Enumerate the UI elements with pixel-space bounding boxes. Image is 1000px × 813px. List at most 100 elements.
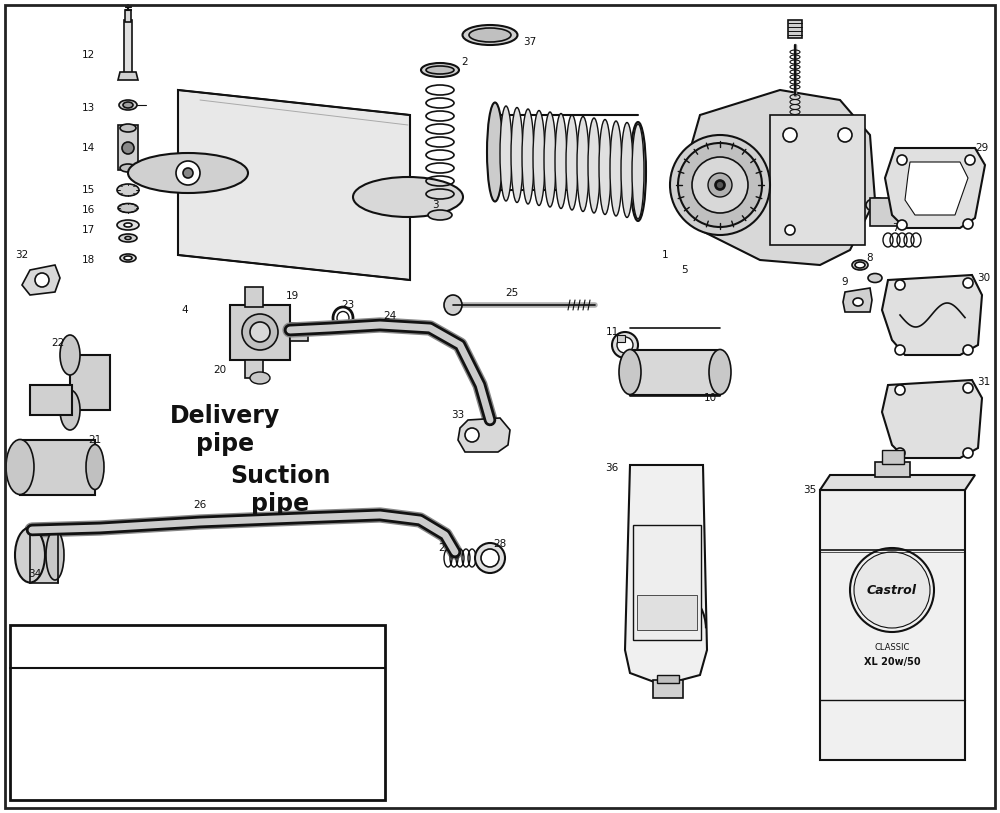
Circle shape xyxy=(122,142,134,154)
Bar xyxy=(633,525,701,640)
Text: Suction
pipe: Suction pipe xyxy=(230,464,330,516)
Circle shape xyxy=(963,448,973,458)
Ellipse shape xyxy=(632,124,644,219)
Circle shape xyxy=(465,428,479,442)
Circle shape xyxy=(716,181,724,189)
Ellipse shape xyxy=(853,298,863,306)
Ellipse shape xyxy=(124,223,132,227)
Text: 24: 24 xyxy=(383,311,397,321)
Ellipse shape xyxy=(6,440,34,494)
Text: 29: 29 xyxy=(975,143,989,153)
Text: 9: 9 xyxy=(842,277,848,287)
Polygon shape xyxy=(22,265,60,295)
Polygon shape xyxy=(680,90,875,265)
Ellipse shape xyxy=(621,123,633,218)
Circle shape xyxy=(965,155,975,165)
Ellipse shape xyxy=(868,273,882,282)
Text: 20: 20 xyxy=(213,365,227,375)
Text: Penrite: Penrite xyxy=(646,550,688,560)
Ellipse shape xyxy=(120,124,136,132)
Circle shape xyxy=(242,314,278,350)
Text: 12: 12 xyxy=(81,50,95,60)
Polygon shape xyxy=(118,72,138,80)
Polygon shape xyxy=(885,148,985,228)
Polygon shape xyxy=(178,90,410,280)
Polygon shape xyxy=(625,465,707,683)
Bar xyxy=(788,20,802,38)
Bar xyxy=(770,115,865,245)
Ellipse shape xyxy=(577,116,589,211)
Bar xyxy=(20,440,95,495)
Text: 18: 18 xyxy=(81,255,95,265)
Polygon shape xyxy=(882,275,982,355)
Bar xyxy=(118,125,138,170)
Bar xyxy=(870,198,900,226)
Bar xyxy=(617,335,625,342)
Bar xyxy=(820,490,965,760)
Text: 2: 2 xyxy=(462,57,468,67)
Circle shape xyxy=(895,280,905,290)
Text: 32: 32 xyxy=(15,250,29,260)
Text: 1: 1 xyxy=(662,250,668,260)
Text: 16: 16 xyxy=(81,205,95,215)
Text: 26: 26 xyxy=(193,500,207,510)
Ellipse shape xyxy=(522,109,534,204)
Text: 21: 21 xyxy=(88,435,102,445)
Ellipse shape xyxy=(428,210,452,220)
Circle shape xyxy=(475,543,505,573)
Text: 5: 5 xyxy=(682,265,688,275)
Circle shape xyxy=(838,128,852,142)
Ellipse shape xyxy=(117,220,139,230)
Bar xyxy=(290,323,308,341)
Text: 28: 28 xyxy=(493,539,507,549)
Ellipse shape xyxy=(353,177,463,217)
Text: 31: 31 xyxy=(977,377,991,387)
Text: 36: 36 xyxy=(605,463,619,473)
Circle shape xyxy=(176,161,200,185)
Ellipse shape xyxy=(500,106,512,201)
Text: 30: 30 xyxy=(977,273,991,283)
Ellipse shape xyxy=(124,256,132,260)
Ellipse shape xyxy=(119,234,137,242)
Text: 6: 6 xyxy=(917,190,923,200)
Circle shape xyxy=(895,448,905,458)
Text: 27: 27 xyxy=(438,543,452,553)
Circle shape xyxy=(250,322,270,342)
Circle shape xyxy=(35,273,49,287)
Bar xyxy=(875,462,910,477)
Ellipse shape xyxy=(444,295,462,315)
Circle shape xyxy=(678,143,762,227)
Circle shape xyxy=(895,345,905,355)
Ellipse shape xyxy=(123,102,133,108)
Ellipse shape xyxy=(125,237,131,240)
Ellipse shape xyxy=(544,112,556,207)
Text: ~~~~: ~~~~ xyxy=(651,608,683,618)
Circle shape xyxy=(715,180,725,190)
Circle shape xyxy=(963,345,973,355)
Text: Castrol: Castrol xyxy=(867,584,917,597)
Bar xyxy=(30,528,58,583)
Ellipse shape xyxy=(462,25,518,45)
Circle shape xyxy=(785,225,795,235)
Text: 4: 4 xyxy=(182,305,188,315)
Text: 7: 7 xyxy=(892,223,898,233)
Text: 23: 23 xyxy=(341,300,355,310)
Text: 33: 33 xyxy=(451,410,465,420)
Ellipse shape xyxy=(86,445,104,489)
Bar xyxy=(70,355,110,410)
Circle shape xyxy=(183,168,193,178)
Ellipse shape xyxy=(630,122,646,221)
Bar xyxy=(653,680,683,698)
Ellipse shape xyxy=(610,121,622,216)
Ellipse shape xyxy=(128,153,248,193)
Polygon shape xyxy=(843,288,872,312)
Circle shape xyxy=(481,549,499,567)
Text: HPR 20W60 - 7.5 L: HPR 20W60 - 7.5 L xyxy=(103,726,291,744)
Ellipse shape xyxy=(118,203,138,212)
Text: CLASSIC: CLASSIC xyxy=(874,644,910,653)
Polygon shape xyxy=(882,380,982,458)
Ellipse shape xyxy=(489,105,501,199)
Ellipse shape xyxy=(533,111,545,206)
Circle shape xyxy=(963,219,973,229)
Text: 15: 15 xyxy=(81,185,95,195)
